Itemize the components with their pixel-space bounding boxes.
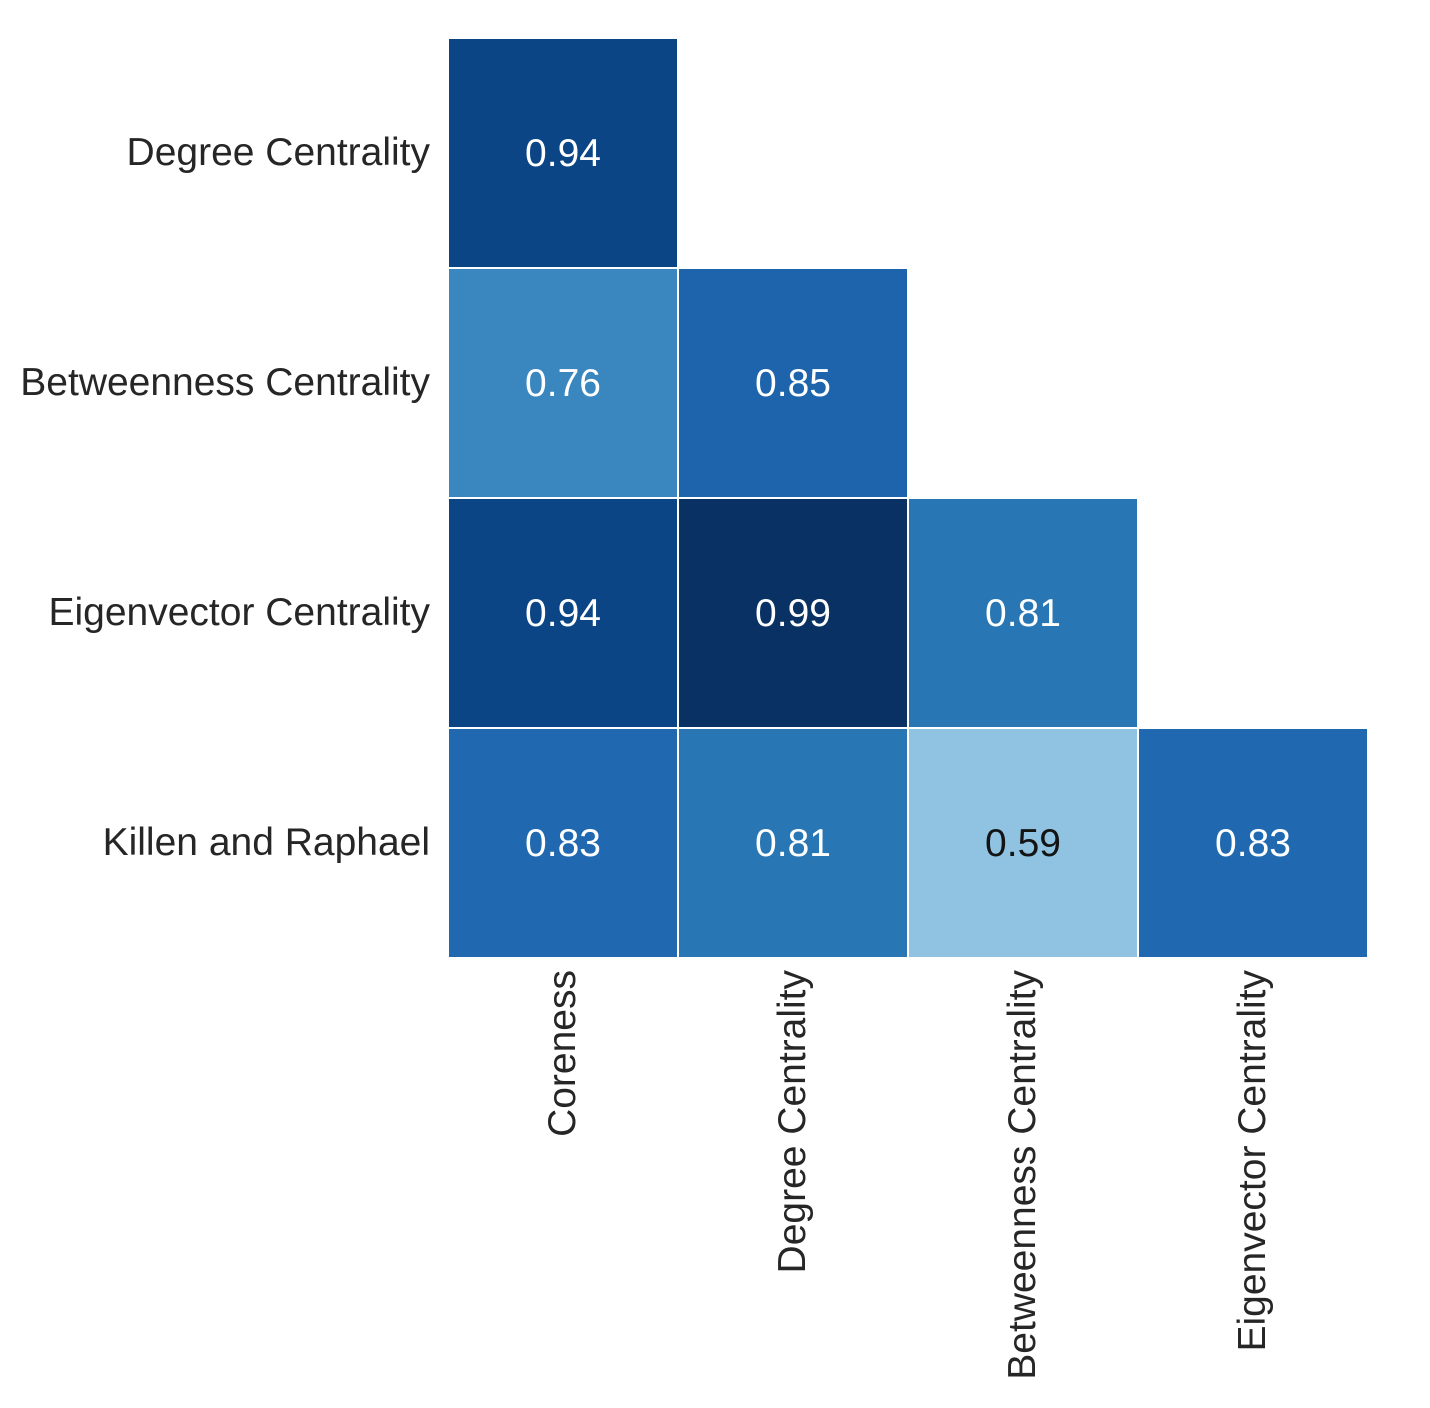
- col-label-wrap: Eigenvector Centrality: [1138, 970, 1368, 1352]
- col-label: Degree Centrality: [771, 970, 814, 1274]
- col-label-wrap: Degree Centrality: [678, 970, 908, 1273]
- cell-value: 0.83: [525, 821, 601, 865]
- heatmap-cell: 0.94: [448, 38, 678, 268]
- col-label-wrap: Coreness: [448, 970, 678, 1137]
- cell-value: 0.81: [985, 591, 1061, 635]
- heatmap-cell: 0.76: [448, 268, 678, 498]
- heatmap-cell: 0.85: [678, 268, 908, 498]
- row-label: Betweenness Centrality: [20, 361, 430, 404]
- row-label: Eigenvector Centrality: [48, 591, 430, 634]
- heatmap-cell: 0.99: [678, 498, 908, 728]
- row-label: Degree Centrality: [126, 131, 430, 174]
- cell-value: 0.76: [525, 361, 601, 405]
- col-label: Coreness: [541, 970, 584, 1137]
- row-label: Killen and Raphael: [102, 821, 430, 864]
- col-label: Betweenness Centrality: [1001, 970, 1044, 1380]
- col-label-wrap: Betweenness Centrality: [908, 970, 1138, 1380]
- cell-value: 0.59: [985, 821, 1061, 865]
- heatmap-cell: 0.83: [1138, 728, 1368, 958]
- col-label: Eigenvector Centrality: [1231, 970, 1274, 1352]
- heatmap-cell: 0.94: [448, 498, 678, 728]
- cell-value: 0.83: [1215, 821, 1291, 865]
- heatmap-grid: 0.94 0.76 0.85 0.94 0.99 0.81 0.83 0.81 0.59 0.83: [448, 38, 1368, 958]
- cell-value: 0.94: [525, 131, 601, 175]
- heatmap-cell: 0.81: [678, 728, 908, 958]
- heatmap-cell: 0.83: [448, 728, 678, 958]
- heatmap-cell: 0.59: [908, 728, 1138, 958]
- cell-value: 0.99: [755, 591, 831, 635]
- cell-value: 0.94: [525, 591, 601, 635]
- cell-value: 0.85: [755, 361, 831, 405]
- cell-value: 0.81: [755, 821, 831, 865]
- heatmap-cell: 0.81: [908, 498, 1138, 728]
